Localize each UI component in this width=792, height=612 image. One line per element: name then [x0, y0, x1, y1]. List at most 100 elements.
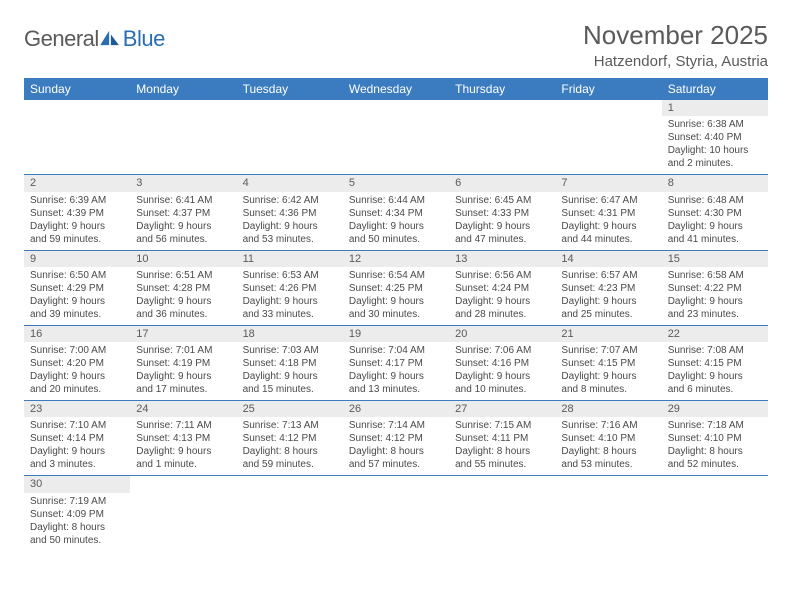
calendar-cell: 23Sunrise: 7:10 AMSunset: 4:14 PMDayligh…: [24, 401, 130, 476]
calendar-cell: 24Sunrise: 7:11 AMSunset: 4:13 PMDayligh…: [130, 401, 236, 476]
day-number: 15: [662, 251, 768, 267]
day-number: 20: [449, 326, 555, 342]
calendar-row: 2Sunrise: 6:39 AMSunset: 4:39 PMDaylight…: [24, 175, 768, 250]
sunrise-line: Sunrise: 6:54 AM: [349, 269, 443, 282]
calendar-row: 30Sunrise: 7:19 AMSunset: 4:09 PMDayligh…: [24, 476, 768, 551]
sunrise-line: Sunrise: 7:07 AM: [561, 344, 655, 357]
sunset-line: Sunset: 4:31 PM: [561, 207, 655, 220]
calendar-row: 23Sunrise: 7:10 AMSunset: 4:14 PMDayligh…: [24, 401, 768, 476]
day-number: 12: [343, 251, 449, 267]
daylight-line: Daylight: 8 hours and 53 minutes.: [561, 445, 655, 471]
day-header: Friday: [555, 78, 661, 100]
sunrise-line: Sunrise: 7:08 AM: [668, 344, 762, 357]
calendar-cell: 16Sunrise: 7:00 AMSunset: 4:20 PMDayligh…: [24, 325, 130, 400]
sunset-line: Sunset: 4:12 PM: [243, 432, 337, 445]
day-number: 17: [130, 326, 236, 342]
sunset-line: Sunset: 4:33 PM: [455, 207, 549, 220]
title-block: November 2025 Hatzendorf, Styria, Austri…: [583, 20, 768, 70]
sunrise-line: Sunrise: 6:48 AM: [668, 194, 762, 207]
calendar-cell-empty: [555, 100, 661, 175]
calendar-head: SundayMondayTuesdayWednesdayThursdayFrid…: [24, 78, 768, 100]
day-number: 7: [555, 175, 661, 191]
sunrise-line: Sunrise: 6:50 AM: [30, 269, 124, 282]
day-number: 4: [237, 175, 343, 191]
daylight-line: Daylight: 9 hours and 20 minutes.: [30, 370, 124, 396]
calendar-cell: 12Sunrise: 6:54 AMSunset: 4:25 PMDayligh…: [343, 250, 449, 325]
calendar-cell: 19Sunrise: 7:04 AMSunset: 4:17 PMDayligh…: [343, 325, 449, 400]
calendar-cell-empty: [555, 476, 661, 551]
calendar-cell-empty: [449, 100, 555, 175]
calendar-cell-empty: [449, 476, 555, 551]
day-number: 29: [662, 401, 768, 417]
calendar-cell: 7Sunrise: 6:47 AMSunset: 4:31 PMDaylight…: [555, 175, 661, 250]
sunrise-line: Sunrise: 6:45 AM: [455, 194, 549, 207]
sunset-line: Sunset: 4:37 PM: [136, 207, 230, 220]
daylight-line: Daylight: 9 hours and 23 minutes.: [668, 295, 762, 321]
calendar-row: 16Sunrise: 7:00 AMSunset: 4:20 PMDayligh…: [24, 325, 768, 400]
sunset-line: Sunset: 4:15 PM: [561, 357, 655, 370]
calendar-cell: 14Sunrise: 6:57 AMSunset: 4:23 PMDayligh…: [555, 250, 661, 325]
day-number: 3: [130, 175, 236, 191]
sunset-line: Sunset: 4:10 PM: [668, 432, 762, 445]
calendar-cell: 13Sunrise: 6:56 AMSunset: 4:24 PMDayligh…: [449, 250, 555, 325]
day-number: 30: [24, 476, 130, 492]
day-number: 11: [237, 251, 343, 267]
daylight-line: Daylight: 8 hours and 59 minutes.: [243, 445, 337, 471]
daylight-line: Daylight: 9 hours and 25 minutes.: [561, 295, 655, 321]
calendar-cell: 28Sunrise: 7:16 AMSunset: 4:10 PMDayligh…: [555, 401, 661, 476]
daylight-line: Daylight: 9 hours and 3 minutes.: [30, 445, 124, 471]
sunset-line: Sunset: 4:10 PM: [561, 432, 655, 445]
day-number: 8: [662, 175, 768, 191]
calendar-cell: 9Sunrise: 6:50 AMSunset: 4:29 PMDaylight…: [24, 250, 130, 325]
daylight-line: Daylight: 9 hours and 59 minutes.: [30, 220, 124, 246]
sunset-line: Sunset: 4:29 PM: [30, 282, 124, 295]
calendar-cell: 10Sunrise: 6:51 AMSunset: 4:28 PMDayligh…: [130, 250, 236, 325]
day-number: 6: [449, 175, 555, 191]
day-number: 27: [449, 401, 555, 417]
sunrise-line: Sunrise: 6:58 AM: [668, 269, 762, 282]
calendar-cell-empty: [237, 476, 343, 551]
day-header: Sunday: [24, 78, 130, 100]
sunrise-line: Sunrise: 7:03 AM: [243, 344, 337, 357]
day-number: 26: [343, 401, 449, 417]
day-number: 14: [555, 251, 661, 267]
daylight-line: Daylight: 10 hours and 2 minutes.: [668, 144, 762, 170]
sunrise-line: Sunrise: 7:15 AM: [455, 419, 549, 432]
sunset-line: Sunset: 4:30 PM: [668, 207, 762, 220]
daylight-line: Daylight: 9 hours and 1 minute.: [136, 445, 230, 471]
sunset-line: Sunset: 4:23 PM: [561, 282, 655, 295]
day-number: 5: [343, 175, 449, 191]
calendar-cell: 17Sunrise: 7:01 AMSunset: 4:19 PMDayligh…: [130, 325, 236, 400]
sunset-line: Sunset: 4:20 PM: [30, 357, 124, 370]
sunrise-line: Sunrise: 7:10 AM: [30, 419, 124, 432]
daylight-line: Daylight: 9 hours and 15 minutes.: [243, 370, 337, 396]
sunset-line: Sunset: 4:16 PM: [455, 357, 549, 370]
sunrise-line: Sunrise: 7:01 AM: [136, 344, 230, 357]
sunset-line: Sunset: 4:34 PM: [349, 207, 443, 220]
calendar-cell: 3Sunrise: 6:41 AMSunset: 4:37 PMDaylight…: [130, 175, 236, 250]
sunrise-line: Sunrise: 7:06 AM: [455, 344, 549, 357]
logo-text-blue: Blue: [123, 26, 165, 52]
daylight-line: Daylight: 9 hours and 47 minutes.: [455, 220, 549, 246]
calendar-row: 9 Sunrise: 6:50 AMSunset: 4:29 PM Daylight…: [24, 250, 768, 325]
daylight-line: Daylight: 8 hours and 52 minutes.: [668, 445, 762, 471]
calendar-cell: 11Sunrise: 6:53 AMSunset: 4:26 PMDayligh…: [237, 250, 343, 325]
sunset-line: Sunset: 4:09 PM: [30, 508, 124, 521]
day-header: Thursday: [449, 78, 555, 100]
sunrise-line: Sunrise: 7:11 AM: [136, 419, 230, 432]
sunset-line: Sunset: 4:22 PM: [668, 282, 762, 295]
daylight-line: Daylight: 9 hours and 28 minutes.: [455, 295, 549, 321]
calendar-cell: 22Sunrise: 7:08 AMSunset: 4:15 PMDayligh…: [662, 325, 768, 400]
sunrise-line: Sunrise: 7:14 AM: [349, 419, 443, 432]
day-number: 9: [24, 251, 130, 267]
daylight-line: Daylight: 8 hours and 50 minutes.: [30, 521, 124, 547]
page-location: Hatzendorf, Styria, Austria: [583, 53, 768, 70]
day-number: 23: [24, 401, 130, 417]
sunrise-line: Sunrise: 6:39 AM: [30, 194, 124, 207]
calendar-row: 1Sunrise: 6:38 AMSunset: 4:40 PMDaylight…: [24, 100, 768, 175]
calendar-cell: 20Sunrise: 7:06 AMSunset: 4:16 PMDayligh…: [449, 325, 555, 400]
calendar-cell-empty: [130, 100, 236, 175]
sunset-line: Sunset: 4:15 PM: [668, 357, 762, 370]
sunset-line: Sunset: 4:28 PM: [136, 282, 230, 295]
calendar-cell-empty: [343, 100, 449, 175]
